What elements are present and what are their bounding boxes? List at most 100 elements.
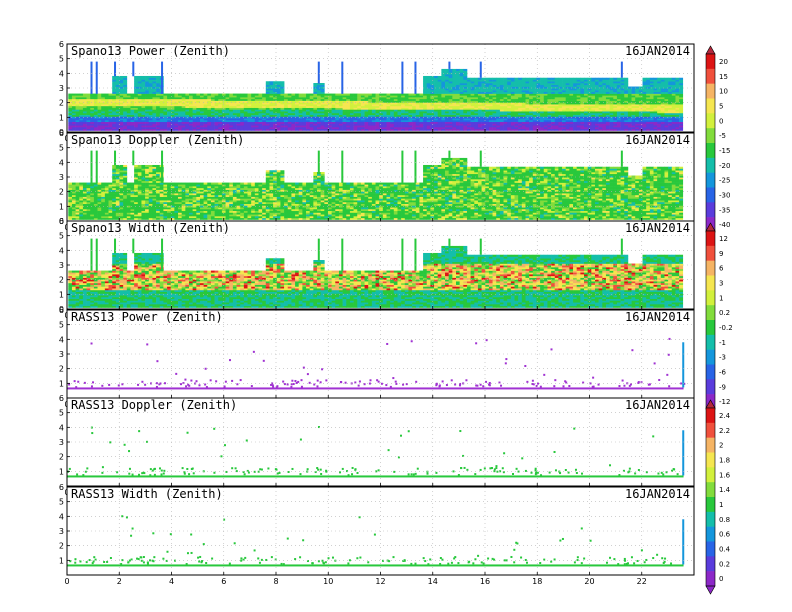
data-cell [635, 114, 640, 117]
data-cell [430, 77, 435, 80]
data-cell [134, 112, 139, 115]
data-cell [137, 217, 142, 220]
data-cell [93, 214, 98, 217]
data-cell [221, 114, 226, 117]
data-cell [104, 95, 109, 98]
data-cell [558, 77, 563, 80]
data-cell [448, 123, 453, 126]
data-cell [189, 111, 193, 114]
data-cell [163, 111, 168, 114]
data-cell [671, 105, 676, 108]
data-cell [591, 111, 596, 114]
data-cell [631, 95, 636, 98]
data-cell [547, 81, 552, 84]
data-cell [236, 121, 241, 124]
data-cell [569, 88, 574, 91]
data-cell [576, 119, 581, 123]
data-cell [518, 98, 523, 101]
data-cell [631, 109, 636, 112]
data-cell [580, 102, 585, 105]
data-cell [540, 83, 545, 86]
data-cell [675, 83, 680, 86]
data-cell [145, 217, 150, 220]
data-cell [295, 123, 300, 126]
data-cell [141, 107, 146, 110]
data-cell [357, 105, 362, 108]
data-cell [181, 112, 186, 115]
data-cell [404, 104, 409, 107]
data-cell [75, 119, 80, 123]
data-cell [243, 114, 248, 117]
data-cell [71, 97, 76, 100]
data-cell [145, 128, 150, 131]
data-cell [123, 187, 128, 190]
data-cell [602, 104, 607, 107]
data-cell [521, 107, 526, 110]
data-cell [101, 128, 106, 131]
data-cell [638, 88, 643, 91]
data-cell [521, 79, 526, 82]
data-cell [317, 125, 321, 128]
data-cell [112, 118, 117, 121]
data-cell [423, 79, 428, 82]
data-cell [521, 118, 526, 121]
data-cell [477, 97, 482, 100]
data-cell [338, 128, 343, 131]
data-cell [445, 68, 449, 71]
data-cell [189, 121, 193, 124]
data-cell [532, 105, 537, 108]
data-cell [521, 100, 526, 103]
data-cell [430, 97, 435, 100]
data-cell [649, 127, 654, 130]
data-cell [298, 114, 303, 117]
data-cell [499, 116, 504, 119]
data-cell [134, 179, 139, 182]
data-cell [463, 72, 468, 75]
data-cell [642, 102, 647, 105]
data-cell [225, 105, 230, 108]
data-cell [302, 118, 307, 121]
data-cell [558, 107, 563, 110]
data-cell [477, 112, 482, 115]
data-cell [130, 212, 135, 215]
data-cell [232, 127, 237, 130]
data-cell [170, 111, 175, 114]
data-cell [240, 95, 245, 98]
data-cell [280, 116, 285, 119]
data-cell [93, 97, 98, 100]
data-cell [463, 116, 468, 119]
data-cell [620, 100, 625, 103]
data-cell [251, 107, 256, 110]
data-cell [510, 119, 515, 123]
data-cell [93, 111, 98, 114]
data-cell [430, 75, 435, 79]
data-cell [93, 203, 98, 206]
data-cell [525, 79, 530, 82]
data-cell [382, 123, 387, 126]
data-cell [335, 111, 340, 114]
data-cell [477, 83, 482, 86]
data-cell [137, 77, 142, 80]
data-cell [521, 127, 526, 130]
data-cell [123, 193, 128, 196]
data-cell [390, 105, 395, 108]
data-cell [441, 102, 446, 105]
data-cell [653, 105, 658, 108]
data-cell [660, 107, 665, 110]
data-cell [130, 128, 135, 131]
data-cell [488, 97, 493, 100]
data-cell [82, 184, 87, 187]
data-cell [119, 200, 124, 203]
data-cell [75, 97, 80, 100]
data-cell [82, 200, 87, 203]
data-cell [185, 105, 190, 108]
data-cell [123, 127, 128, 130]
data-cell [525, 102, 530, 105]
data-cell [594, 112, 599, 115]
data-cell [104, 189, 109, 192]
data-cell [327, 111, 332, 114]
data-cell [452, 90, 457, 93]
colorbar-label: 0 [719, 117, 723, 125]
data-cell [624, 79, 629, 82]
data-cell [134, 184, 139, 187]
